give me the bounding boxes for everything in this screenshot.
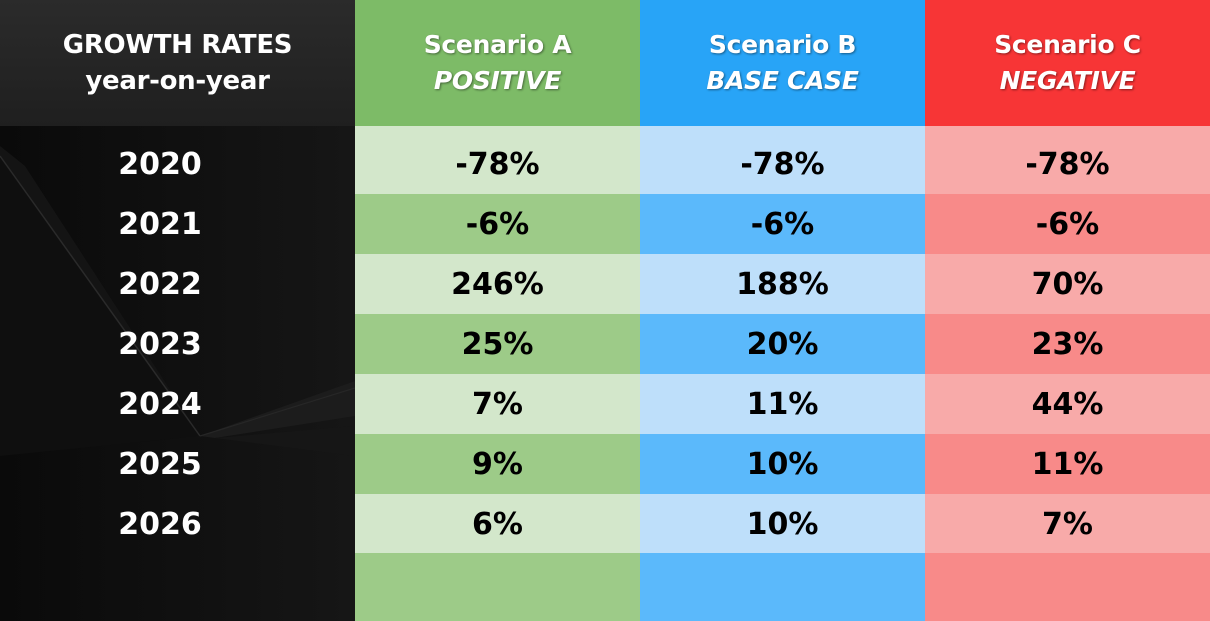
header-line-1: GROWTH RATES [62, 30, 293, 60]
scenario-subtitle: BASE CASE [706, 66, 859, 95]
value-cell: 6% [355, 494, 640, 554]
scenario-subtitle: NEGATIVE [999, 66, 1136, 95]
year-label: 2020 [118, 146, 202, 182]
value-cell: 11% [925, 434, 1210, 494]
scenario-title: Scenario C [994, 30, 1141, 59]
value-cell: 7% [355, 374, 640, 434]
year-label: 2025 [118, 446, 202, 482]
value-cell: 25% [355, 314, 640, 374]
footer-fill [640, 553, 925, 621]
value-cell: -6% [640, 194, 925, 254]
scenario-title: Scenario A [423, 30, 572, 59]
value-cell: -78% [355, 134, 640, 194]
year-label: 2023 [118, 326, 202, 362]
scenario-column: Scenario C NEGATIVE -78% -6% 70% 23% 44% 11% 7% [925, 0, 1210, 621]
value-cell: 9% [355, 434, 640, 494]
footer-fill [925, 553, 1210, 621]
scenario-title: Scenario B [708, 30, 857, 59]
value-cell: -6% [355, 194, 640, 254]
value-cell: 44% [925, 374, 1210, 434]
scenario-column: Scenario A POSITIVE -78% -6% 246% 25% 7% 9% 6% [355, 0, 640, 621]
scenario-header: Scenario C NEGATIVE [925, 0, 1210, 126]
value-cell: -78% [640, 134, 925, 194]
value-cell: -6% [925, 194, 1210, 254]
row-spacer [355, 126, 640, 134]
background-decoration [0, 146, 355, 456]
value-cell: -78% [925, 134, 1210, 194]
scenario-header: Scenario A POSITIVE [355, 0, 640, 126]
value-cell: 10% [640, 434, 925, 494]
value-cell: 23% [925, 314, 1210, 374]
value-cell: 188% [640, 254, 925, 314]
year-label: 2024 [118, 386, 202, 422]
year-label: 2021 [118, 206, 202, 242]
value-cell: 11% [640, 374, 925, 434]
year-column: GROWTH RATES year-on-year 2020 2021 2022 20… [0, 0, 355, 621]
scenario-column: Scenario B BASE CASE -78% -6% 188% 20% 11% 10% 1… [640, 0, 925, 621]
year-label: 2026 [118, 506, 202, 542]
value-cell: 7% [925, 494, 1210, 554]
row-spacer [925, 126, 1210, 134]
value-cell: 10% [640, 494, 925, 554]
row-spacer [640, 126, 925, 134]
value-cell: 246% [355, 254, 640, 314]
year-label: 2022 [118, 266, 202, 302]
scenario-header: Scenario B BASE CASE [640, 0, 925, 126]
table-header-label: GROWTH RATES year-on-year [0, 0, 355, 126]
header-line-2: year-on-year [85, 66, 270, 96]
value-cell: 20% [640, 314, 925, 374]
scenario-subtitle: POSITIVE [433, 66, 562, 95]
footer-fill [355, 553, 640, 621]
value-cell: 70% [925, 254, 1210, 314]
